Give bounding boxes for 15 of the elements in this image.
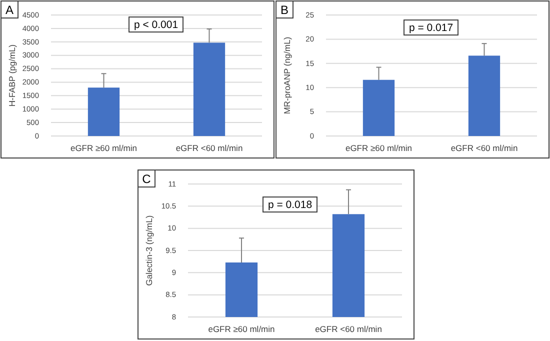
chart-title: A (5, 3, 14, 17)
chart-title: C (142, 172, 152, 186)
x-tick-label: eGFR <60 ml/min (176, 143, 243, 153)
x-tick-label: eGFR ≥60 ml/min (208, 324, 276, 334)
annotation: p < 0.001 (134, 19, 178, 31)
x-tick-label: eGFR <60 ml/min (450, 143, 518, 153)
x-tick-label: eGFR <60 ml/min (315, 324, 382, 334)
x-tick-label: eGFR ≥60 ml/min (70, 143, 138, 153)
annotation: p = 0.017 (408, 22, 454, 34)
x-tick-label: eGFR ≥60 ml/min (345, 143, 412, 153)
y-axis-title: H-FABP (pg/mL) (7, 44, 17, 107)
annotation: p = 0.018 (268, 199, 312, 211)
y-axis-title: MR-proANP (ng/mL) (282, 36, 292, 114)
chart-title: B (280, 3, 289, 17)
y-axis-title: Galectin-3 (ng/mL) (144, 215, 154, 286)
